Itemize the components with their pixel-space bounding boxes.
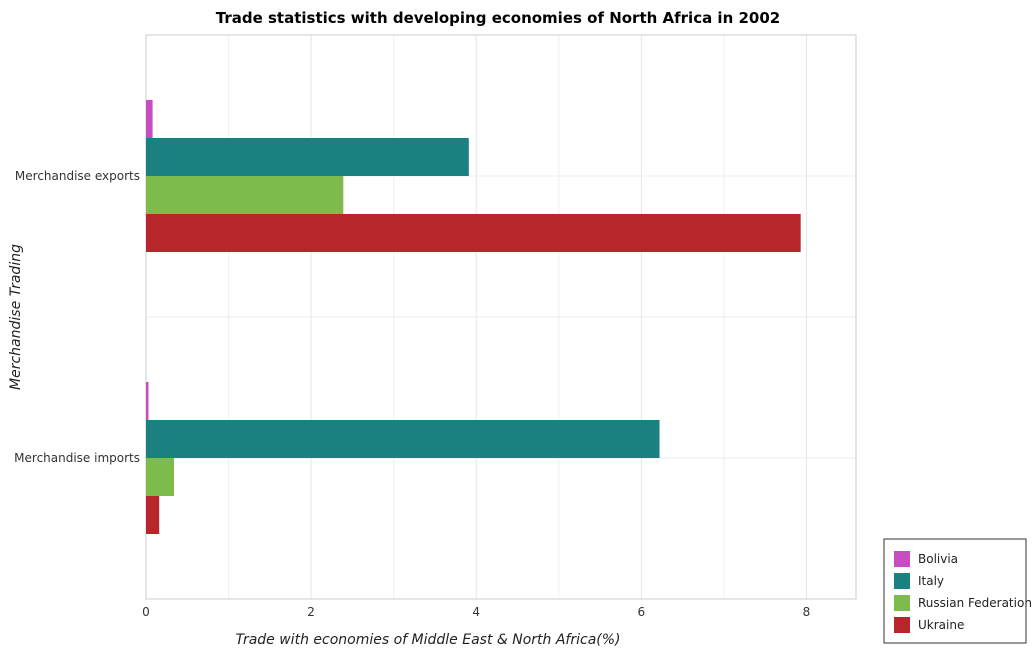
x-axis-label: Trade with economies of Middle East & No… <box>235 632 620 648</box>
x-tick-label: 6 <box>638 605 646 619</box>
y-axis-label: Merchandise Trading <box>8 244 24 390</box>
legend-swatch <box>894 595 910 611</box>
bar-russian-federation-1 <box>146 458 175 496</box>
x-tick-label: 2 <box>307 605 315 619</box>
legend-label: Ukraine <box>918 618 964 632</box>
gridlines <box>145 34 856 600</box>
x-tick-labels: 0 2 4 6 8 <box>142 605 810 619</box>
x-tick-label: 0 <box>142 605 150 619</box>
plot-area-border <box>145 34 857 600</box>
legend-swatch <box>894 551 910 567</box>
y-tick-label: Merchandise imports <box>14 451 140 465</box>
bar-bolivia-0 <box>146 100 153 138</box>
bars <box>146 100 801 534</box>
bar-bolivia-1 <box>146 382 149 420</box>
legend-label: Bolivia <box>918 552 958 566</box>
x-tick-label: 4 <box>472 605 480 619</box>
x-tick-label: 8 <box>803 605 811 619</box>
bar-italy-1 <box>146 420 660 458</box>
legend-swatch <box>894 573 910 589</box>
bar-ukraine-0 <box>146 214 801 252</box>
legend-swatch <box>894 617 910 633</box>
legend-label: Russian Federation <box>918 596 1032 610</box>
bar-russian-federation-0 <box>146 176 344 214</box>
y-tick-label: Merchandise exports <box>15 169 140 183</box>
bar-italy-0 <box>146 138 469 176</box>
legend-label: Italy <box>918 574 944 588</box>
bar-ukraine-1 <box>146 496 160 534</box>
legend: Bolivia Italy Russian Federation Ukraine <box>883 538 1032 644</box>
y-tick-labels: Merchandise exports Merchandise imports <box>14 169 140 465</box>
chart-title: Trade statistics with developing economi… <box>216 9 780 27</box>
